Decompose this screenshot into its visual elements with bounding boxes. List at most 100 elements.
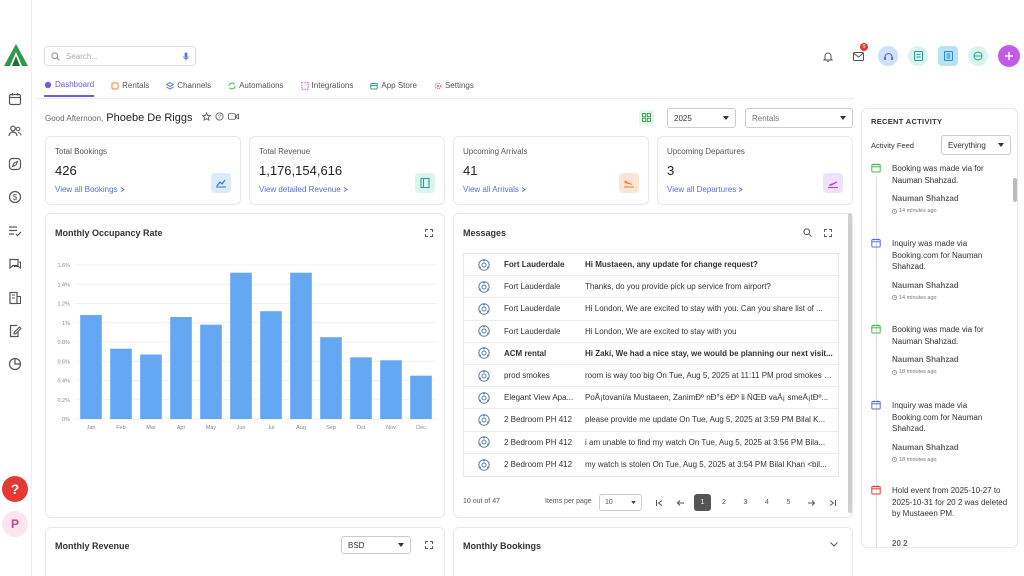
expand-icon[interactable] [425,229,433,237]
profile-avatar[interactable]: P [2,511,28,537]
page-1-button[interactable]: 1 [694,494,711,511]
bar-dec[interactable] [410,375,432,419]
currency-select[interactable]: BSD [341,536,411,554]
message-row[interactable]: Fort Lauderdale Hi Mustaeen, any update f… [464,254,838,277]
revenue-title: Monthly Revenue [55,541,130,551]
bar-apr[interactable] [170,316,192,419]
search-input[interactable]: Search... [66,51,99,61]
items-per-page-select[interactable]: 10 [599,494,642,511]
message-row[interactable]: Fort Lauderdale Thanks, do you provide pi… [464,276,838,299]
stat-link[interactable]: View all Bookings [55,185,125,194]
compass-icon[interactable] [8,157,22,171]
chat-support-button[interactable] [878,46,898,66]
bar-jan[interactable] [80,315,102,419]
tab-channels[interactable]: Channels [166,80,211,97]
report-icon [420,177,430,189]
activity-text: Booking was made via for Nauman Shahzad. [892,164,984,185]
tab-rentals[interactable]: Rentals [111,80,149,97]
message-row[interactable]: 2 Bedroom PH 412 my watch is stolen On Tu… [464,454,838,476]
message-row[interactable]: Elegant View Apa... PoÃ¡tovaní/a Mustaeen… [464,387,838,410]
type-select[interactable]: Rentals [745,108,853,128]
stat-link[interactable]: View all Arrivals [463,185,527,194]
message-sender: 2 Bedroom PH 412 [504,437,573,447]
activity-filter-select[interactable]: Everything [941,135,1011,155]
activity-scrollbar[interactable] [1013,178,1017,202]
prev-page-button[interactable] [672,494,689,511]
bar-nov[interactable] [380,360,402,419]
page-5-button[interactable]: 5 [786,499,791,506]
tab-settings[interactable]: Settings [434,80,474,97]
help-circle-icon[interactable]: ? [214,112,224,121]
stat-link[interactable]: View all Departures [667,185,744,194]
chat-icon[interactable] [8,257,22,271]
message-row[interactable]: 2 Bedroom PH 412 i am unable to find my w… [464,432,838,454]
list-check-icon[interactable] [8,224,22,238]
message-row[interactable]: 2 Bedroom PH 412 please provide me update… [464,409,838,432]
last-page-button[interactable] [824,494,841,511]
year-select[interactable]: 2025 [667,108,736,128]
reports-button[interactable] [908,46,928,66]
tab-label: Integrations [311,81,354,90]
microphone-icon[interactable] [183,51,189,61]
calendar-icon[interactable] [8,92,22,106]
stat-link[interactable]: View detailed Revenue [259,185,348,194]
next-page-button[interactable] [803,494,820,511]
message-preview: room is way too big On Tue, Aug 5, 2025 … [585,371,836,381]
bar-jun[interactable] [230,272,252,419]
message-row[interactable]: ACM rental Hi Zaki, We had a nice stay, w… [464,343,838,365]
expand-icon[interactable] [425,541,433,549]
bar-mar[interactable] [140,354,162,419]
users-icon[interactable] [8,124,22,138]
stat-link-label: View all Bookings [55,185,118,194]
tab-automations[interactable]: Automations [228,80,284,97]
page-4-button[interactable]: 4 [765,499,769,506]
bar-feb[interactable] [110,348,132,419]
first-page-button[interactable] [651,494,668,511]
calendar-event-icon [871,485,881,495]
help-button[interactable]: ? [2,476,28,502]
y-tick-label: 0.8% [57,340,70,346]
inbox-button[interactable]: 9 [848,43,868,66]
edit-document-icon[interactable] [8,324,22,338]
pie-chart-icon[interactable] [8,357,22,371]
bookings-card: Monthly Bookings [453,527,853,576]
message-row[interactable]: Fort Lauderdale Hi London, We are excited… [464,298,838,321]
notes-button[interactable] [938,46,958,66]
x-tick-label: Apr [177,425,186,431]
dollar-icon[interactable]: $ [8,190,22,204]
items-per-page-value: 10 [605,499,613,506]
settings-icon [434,82,442,89]
logo[interactable] [2,42,30,70]
add-button[interactable] [998,45,1020,67]
bar-oct[interactable] [350,357,372,419]
messages-pager: 10 out of 47 Items per page 10 1 2 3 4 5 [463,494,843,512]
star-icon[interactable] [201,112,211,121]
tab-app-store[interactable]: App Store [370,80,417,97]
building-icon[interactable] [8,291,22,305]
arrow-right-icon [808,499,815,506]
bar-sep[interactable] [320,337,342,419]
bar-aug[interactable] [290,272,312,419]
tab-dashboard[interactable]: Dashboard [44,80,95,97]
bell-button[interactable] [818,46,838,66]
svg-text:$: $ [13,193,18,202]
message-row[interactable]: Fort Lauderdale Hi London, We are excited… [464,321,838,343]
search-box[interactable]: Search... [44,46,196,66]
occupancy-title: Monthly Occupancy Rate [55,228,163,238]
search-icon [51,51,60,61]
filter-layout-icon[interactable] [639,110,654,125]
globe-button[interactable] [968,46,988,66]
bar-may[interactable] [200,324,222,419]
bar-jul[interactable] [260,311,282,419]
video-icon[interactable] [227,112,239,121]
tab-integrations[interactable]: Integrations [300,80,354,97]
message-row[interactable]: prod smokes room is way too big On Tue, A… [464,365,838,388]
x-tick-label: Oct [357,425,366,431]
chevron-down-icon[interactable] [830,542,838,547]
clock-icon [892,369,897,375]
page-3-button[interactable]: 3 [743,499,748,506]
page-2-button[interactable]: 2 [722,499,726,506]
messages-scrollbar[interactable] [848,213,852,513]
search-icon[interactable] [803,228,812,237]
expand-icon[interactable] [824,229,832,237]
